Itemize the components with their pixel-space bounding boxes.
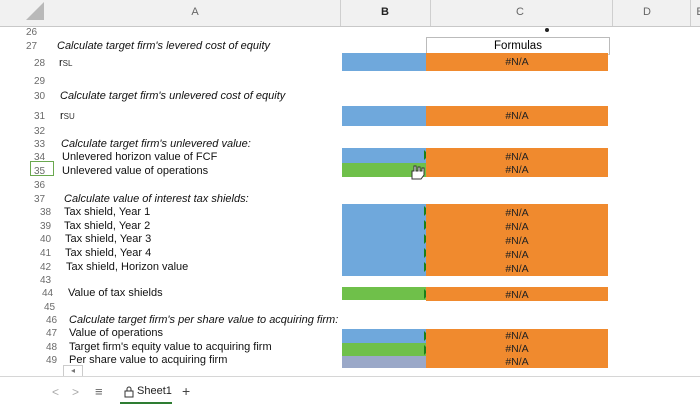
input-cell-b34[interactable]: [342, 148, 428, 163]
formula-value-c39: #N/A: [505, 221, 529, 233]
formula-value-c38: #N/A: [505, 207, 529, 219]
row-number[interactable]: 34: [34, 152, 46, 163]
next-sheet-button[interactable]: >: [72, 385, 80, 399]
formula-value-c28: #N/A: [505, 56, 529, 68]
column-header-d[interactable]: D: [643, 6, 651, 18]
label-rsl-sub: SL: [62, 59, 73, 68]
row-number[interactable]: 46: [46, 315, 58, 326]
label-unlevered-cost[interactable]: Calculate target firm's unlevered cost o…: [60, 90, 286, 102]
row-number[interactable]: 30: [34, 91, 46, 102]
formula-value-c34: #N/A: [505, 151, 529, 163]
row-number[interactable]: 49: [46, 355, 58, 366]
label-rsu-main: r: [60, 110, 64, 122]
formula-value-c48: #N/A: [505, 343, 529, 355]
label-levered-cost[interactable]: Calculate target firm's levered cost of …: [57, 40, 271, 52]
sheet-list-menu-icon[interactable]: ≡: [95, 384, 103, 399]
label-tax-shield-horizon[interactable]: Tax shield, Horizon value: [66, 261, 189, 273]
column-header-e[interactable]: E: [690, 6, 700, 18]
row-number[interactable]: 32: [34, 126, 46, 137]
formula-value-c31: #N/A: [505, 110, 529, 122]
label-tax-shield-2[interactable]: Tax shield, Year 2: [64, 220, 151, 232]
cell-b48[interactable]: [342, 343, 428, 356]
row-number[interactable]: 45: [44, 302, 56, 313]
formula-cells-c38-c42[interactable]: [426, 204, 608, 276]
row-number[interactable]: 40: [40, 234, 52, 245]
cell-b49[interactable]: [342, 356, 428, 368]
formula-value-c40: #N/A: [505, 235, 529, 247]
label-tax-shield-4[interactable]: Tax shield, Year 4: [65, 247, 152, 259]
input-cell-b31[interactable]: [342, 106, 428, 126]
label-per-share-heading[interactable]: Calculate target firm's per share value …: [69, 314, 339, 326]
label-unlevered-value-heading[interactable]: Calculate target firm's unlevered value:: [61, 138, 251, 150]
label-unlevered-ops[interactable]: Unlevered value of operations: [62, 165, 209, 177]
prev-sheet-button[interactable]: <: [52, 385, 60, 399]
formula-value-c42: #N/A: [505, 263, 529, 275]
row-number[interactable]: 43: [40, 275, 52, 286]
row-number[interactable]: 35: [34, 166, 46, 177]
row-number[interactable]: 39: [40, 221, 52, 232]
label-rsl[interactable]: rSL: [59, 57, 72, 69]
row-number[interactable]: 31: [34, 111, 46, 122]
formula-cells-c34-c35[interactable]: [426, 148, 608, 177]
cell-b44[interactable]: [342, 287, 428, 300]
input-cell-b47[interactable]: [342, 329, 428, 343]
label-equity-value[interactable]: Target firm's equity value to acquiring …: [69, 341, 272, 353]
row-number[interactable]: 42: [40, 262, 52, 273]
column-header-a[interactable]: A: [191, 6, 199, 18]
column-header-b[interactable]: B: [381, 6, 389, 18]
formula-cells-c47-c49[interactable]: [426, 329, 608, 368]
selected-row-indicator: [30, 161, 54, 176]
row-number[interactable]: 44: [42, 288, 54, 299]
label-tax-shield-3[interactable]: Tax shield, Year 3: [65, 233, 152, 245]
formula-value-c44: #N/A: [505, 289, 529, 301]
label-value-of-operations[interactable]: Value of operations: [69, 327, 163, 339]
row-number[interactable]: 38: [40, 207, 52, 218]
selected-cell-b35[interactable]: [342, 163, 428, 177]
formula-value-c47: #N/A: [505, 330, 529, 342]
row-number[interactable]: 29: [34, 76, 46, 87]
row-number[interactable]: 48: [46, 342, 58, 353]
sheet-tab-label: Sheet1: [137, 385, 172, 397]
lock-icon: [124, 386, 134, 398]
cursor-dot-icon: [545, 28, 549, 32]
row-number[interactable]: 41: [40, 248, 52, 259]
formula-cell-c44[interactable]: [426, 287, 608, 301]
label-unlevered-horizon[interactable]: Unlevered horizon value of FCF: [62, 151, 218, 163]
label-rsu-sub: SU: [63, 112, 75, 121]
hand-cursor-icon: [411, 165, 425, 180]
row-number[interactable]: 28: [34, 58, 46, 69]
formula-value-c41: #N/A: [505, 249, 529, 261]
label-rsl-main: r: [59, 57, 63, 69]
formula-cell-c28[interactable]: [426, 53, 608, 71]
input-cell-b28[interactable]: [342, 53, 428, 71]
select-all-corner[interactable]: [26, 2, 44, 20]
label-per-share-value[interactable]: Per share value to acquiring firm: [69, 354, 228, 366]
add-sheet-button[interactable]: +: [182, 383, 191, 399]
sheet-tab-active[interactable]: Sheet1: [120, 380, 172, 404]
input-cells-b38-b42[interactable]: [342, 204, 428, 276]
row-number[interactable]: 37: [34, 194, 46, 205]
column-header-bar: A B C D E: [0, 0, 700, 27]
label-value-tax-shields[interactable]: Value of tax shields: [68, 287, 163, 299]
formula-value-c35: #N/A: [505, 164, 529, 176]
column-header-c[interactable]: C: [516, 6, 524, 18]
row-number[interactable]: 47: [46, 328, 58, 339]
formula-cell-c31[interactable]: [426, 106, 608, 126]
sheet-tab-bar: < > ≡ Sheet1 +: [0, 376, 700, 407]
row-number[interactable]: 27: [26, 41, 38, 52]
formula-value-c49: #N/A: [505, 356, 529, 368]
row-number[interactable]: 26: [26, 27, 38, 38]
row-number[interactable]: 36: [34, 180, 46, 191]
label-tax-shield-1[interactable]: Tax shield, Year 1: [64, 206, 151, 218]
label-tax-shields-heading[interactable]: Calculate value of interest tax shields:: [64, 193, 249, 205]
row-number[interactable]: 33: [34, 139, 46, 150]
label-rsu[interactable]: rSU: [60, 110, 75, 122]
